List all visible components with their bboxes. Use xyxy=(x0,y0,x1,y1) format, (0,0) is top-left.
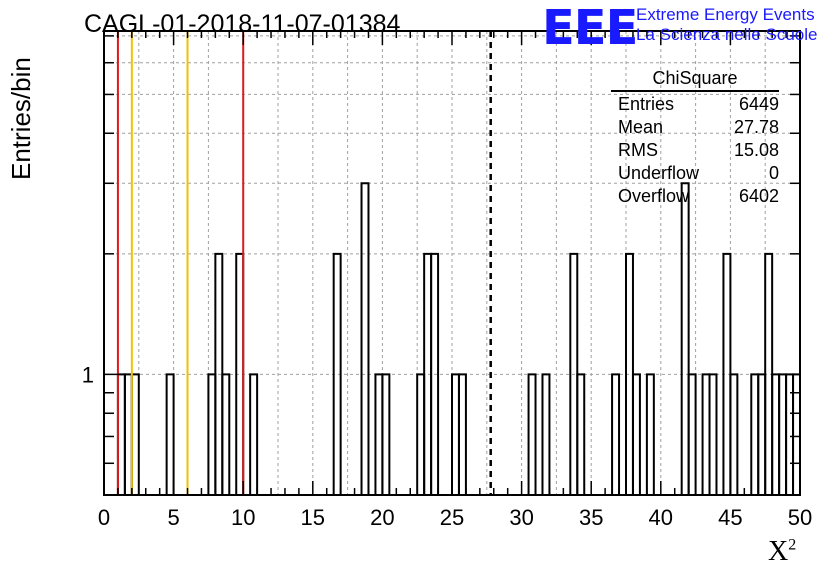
x-tick-label: 45 xyxy=(718,505,742,530)
stats-name: ChiSquare xyxy=(652,68,738,88)
histogram-bin xyxy=(249,373,259,495)
histogram-bin xyxy=(130,373,140,495)
stats-row-underflow: Underflow 0 xyxy=(618,163,779,183)
stats-row-entries: Entries 6449 xyxy=(618,94,779,114)
histogram-bin xyxy=(451,373,460,495)
chart-title: CAGL-01-2018-11-07-01384 xyxy=(84,10,401,38)
histogram-bin xyxy=(576,373,586,495)
logo-line-2: La Scienza nelle Scuole xyxy=(636,25,818,44)
histogram-bin xyxy=(116,373,126,495)
histogram-bin xyxy=(757,373,767,495)
stats-row-mean: Mean 27.78 xyxy=(618,117,779,137)
logo-line-1: Extreme Energy Events xyxy=(636,5,815,24)
histogram-bin xyxy=(527,373,537,495)
histogram-bin xyxy=(645,373,655,495)
histogram-bin xyxy=(708,373,718,495)
histogram-bin xyxy=(332,252,342,495)
histogram-bin xyxy=(631,373,641,495)
x-axis-label: X2 xyxy=(768,536,797,567)
histogram-bin xyxy=(123,373,133,495)
x-tick-label: 40 xyxy=(649,505,673,530)
histogram-bin xyxy=(360,182,370,495)
stats-box: ChiSquare Entries 6449 Mean 27.78 RMS 15.08… xyxy=(611,66,779,208)
x-tick-label: 35 xyxy=(579,505,603,530)
x-tick-label: 0 xyxy=(98,505,110,530)
histogram-bin xyxy=(541,373,551,495)
eee-logo: EEE xyxy=(542,0,638,56)
histogram-bin xyxy=(729,373,739,495)
histogram-bin xyxy=(771,373,781,495)
stats-row-rms: RMS 15.08 xyxy=(618,140,779,160)
histogram-bin xyxy=(221,373,231,495)
histogram-bin xyxy=(165,373,175,495)
histogram-bin xyxy=(611,373,621,495)
stats-divider xyxy=(611,90,779,92)
histogram-bin xyxy=(687,373,697,495)
x-tick-label: 30 xyxy=(509,505,533,530)
histogram-bin xyxy=(381,373,391,495)
histogram-bin xyxy=(430,252,440,495)
histogram-bin xyxy=(750,373,760,495)
histogram-bin xyxy=(416,373,426,495)
histogram-bin xyxy=(207,373,217,495)
x-tick-label: 25 xyxy=(440,505,464,530)
histogram-bin xyxy=(457,373,467,495)
y-tick-label: 1 xyxy=(82,362,94,387)
x-tick-label: 20 xyxy=(370,505,394,530)
x-tick-label: 50 xyxy=(788,505,812,530)
x-tick-label: 5 xyxy=(167,505,179,530)
histogram-bin xyxy=(374,373,384,495)
histogram-bin xyxy=(680,182,690,495)
histogram-bin xyxy=(701,373,711,495)
x-tick-label: 10 xyxy=(231,505,255,530)
histogram-bin xyxy=(778,373,788,495)
stats-row-overflow: Overflow 6402 xyxy=(618,186,779,206)
x-tick-label: 15 xyxy=(301,505,325,530)
y-axis-label: Entries/bin xyxy=(6,57,36,180)
